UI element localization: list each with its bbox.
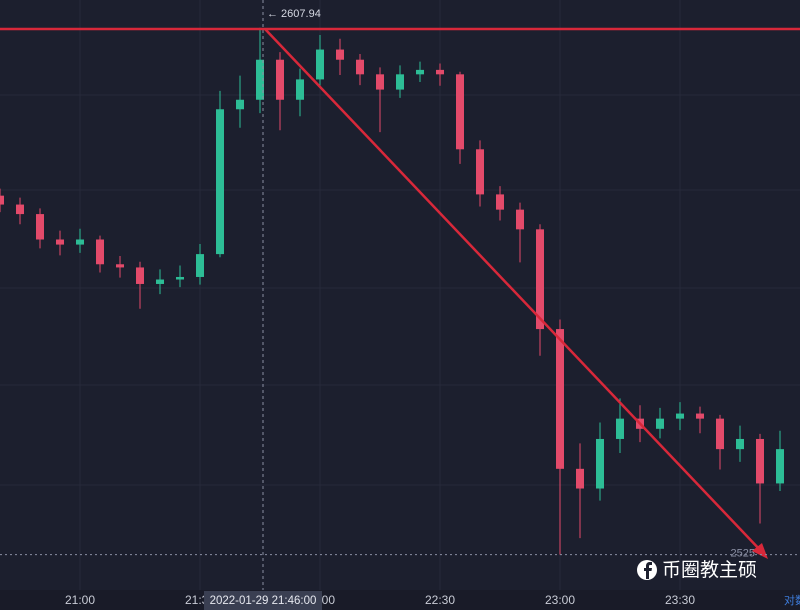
candle-body <box>16 204 24 215</box>
candle-body <box>656 418 664 429</box>
candle-body <box>576 468 584 489</box>
candle-body <box>616 418 624 439</box>
candle-body <box>236 99 244 110</box>
candle-body <box>96 239 104 265</box>
candle-body <box>676 413 684 419</box>
watermark-text: 币圈教主硕 <box>662 559 757 581</box>
candle-body <box>136 267 144 284</box>
candle-body <box>336 49 344 60</box>
candle-body <box>196 254 204 277</box>
crosshair-label: 2022-01-29 21:46:00 <box>210 595 317 607</box>
candle-body <box>456 74 464 150</box>
x-tick-label: 23:00 <box>545 593 575 607</box>
max-price-label: ← 2607.94 <box>267 8 321 20</box>
candle-body <box>276 59 284 100</box>
x-tick-label: 21:00 <box>65 593 95 607</box>
candle-body <box>396 74 404 90</box>
candle-body <box>116 264 124 268</box>
candle-body <box>416 69 424 75</box>
price-line-label: 2525 <box>731 547 755 559</box>
watermark: 币圈教主硕 <box>637 559 757 581</box>
candle-body <box>216 109 224 255</box>
x-tick-label: 23:30 <box>665 593 695 607</box>
x-tick-label: 22:30 <box>425 593 455 607</box>
candle-body <box>256 59 264 100</box>
trend-line <box>264 28 763 553</box>
plot-background <box>0 0 800 590</box>
candle-body <box>156 279 164 284</box>
candle-body <box>476 149 484 195</box>
candle-body <box>596 438 604 489</box>
candle-body <box>36 214 44 240</box>
candle-body <box>376 74 384 90</box>
candle-body <box>776 449 784 484</box>
candle-body <box>296 79 304 100</box>
candle-body <box>696 413 704 419</box>
candle-body <box>536 229 544 330</box>
candle-body <box>736 438 744 450</box>
crosshair-label-box <box>204 591 322 610</box>
candle-body <box>516 209 524 230</box>
candle-body <box>556 329 564 469</box>
trend-arrow-head <box>752 543 768 559</box>
candle-body <box>56 239 64 245</box>
candle-body <box>436 69 444 75</box>
candle-body <box>0 195 4 205</box>
candle-body <box>496 194 504 210</box>
x-axis-bar <box>0 590 800 610</box>
candle-body <box>76 239 84 245</box>
candle-body <box>316 49 324 80</box>
candle-body <box>716 418 724 450</box>
scale-toggle[interactable]: 对数 <box>784 593 800 607</box>
candle-body <box>756 438 764 484</box>
watermark-icon-glyph <box>644 562 652 579</box>
candle-body <box>356 59 364 75</box>
horizontal-grid <box>0 94 800 486</box>
overlay: 2525 <box>0 547 800 559</box>
candles <box>0 27 784 555</box>
candle-body <box>176 276 184 280</box>
